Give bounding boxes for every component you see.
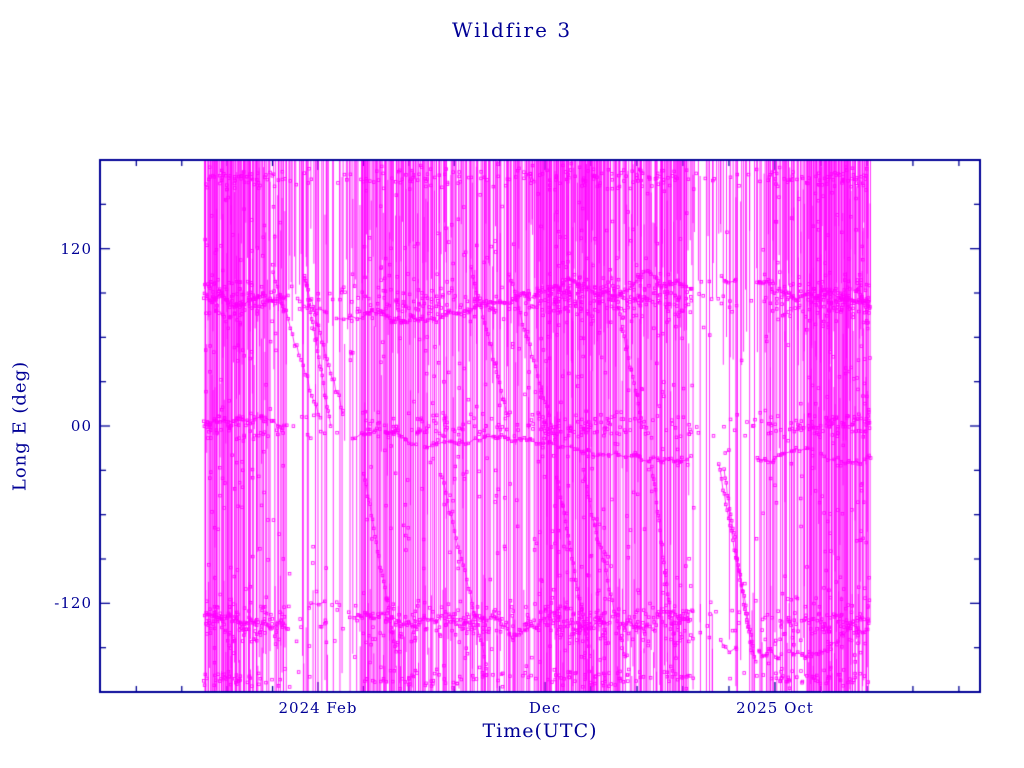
- x-tick-label-2024-feb: 2024 Feb: [278, 699, 358, 717]
- y-tick-label-120: 120: [60, 240, 92, 258]
- chart-title: Wildfire 3: [451, 18, 573, 42]
- x-tick-label-2025-oct: 2025 Oct: [736, 699, 814, 717]
- x-axis-label: Time(UTC): [482, 720, 598, 742]
- y-tick-label-neg120: -120: [54, 594, 92, 612]
- x-tick-label-dec: Dec: [528, 699, 562, 717]
- y-tick-label-00: 00: [70, 417, 92, 435]
